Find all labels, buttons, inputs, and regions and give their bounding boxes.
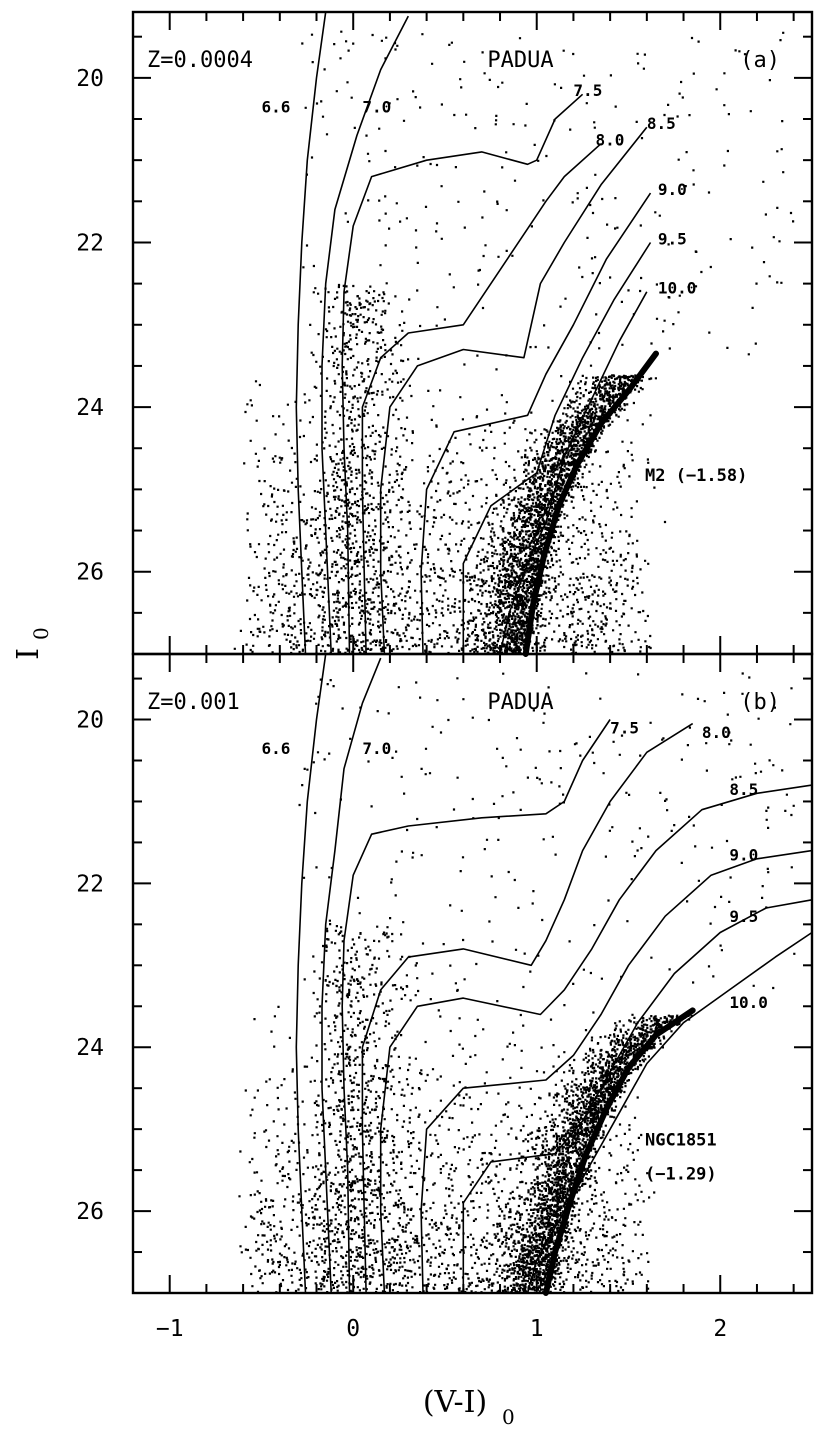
cluster-label-panel-a: M2 (−1.58) [645, 466, 747, 486]
isochrone-label-7-5-panel-a: 7.5 [573, 81, 602, 100]
field-stars-panel-b [238, 672, 796, 1294]
y-tick-label: 22 [76, 871, 104, 897]
field-star-scatter [233, 30, 796, 1294]
y-tick-label: 24 [76, 395, 104, 421]
x-tick-label: −1 [156, 1316, 184, 1342]
isochrone-label-8-0-panel-a: 8.0 [595, 131, 624, 150]
isochrone-label-9-0-panel-b: 9.0 [729, 846, 758, 865]
plot-frames [131, 10, 814, 1295]
panel-label-a: (a) [740, 48, 780, 73]
cluster-label-panel-b: NGC1851 [645, 1131, 717, 1151]
isochrone-6-6-panel-a [295, 11, 327, 655]
y-axis-label: I [11, 648, 46, 660]
metallicity-label-panel-b: Z=0.001 [147, 690, 240, 715]
isochrone-label-6-6-panel-b: 6.6 [261, 739, 290, 758]
axis-ticks [133, 12, 812, 1293]
isochrone-9-0-panel-b [420, 849, 813, 1294]
isochrone-label-8-5-panel-b: 8.5 [729, 780, 758, 799]
y-tick-label: 26 [76, 1199, 104, 1225]
x-tick-label: 0 [346, 1316, 360, 1342]
isochrone-label-9-5-panel-a: 9.5 [658, 229, 687, 248]
isochrone-7-5-panel-a [341, 93, 584, 655]
x-tick-label: 1 [530, 1316, 544, 1342]
isochrone-label-7-5-panel-b: 7.5 [610, 719, 639, 738]
isochrone-label-10-0-panel-b: 10.0 [729, 993, 768, 1012]
isochrone-7-0-panel-a [321, 15, 410, 655]
model-label-panel-a: PADUA [487, 48, 553, 73]
x-axis-label: (V-I) [423, 1385, 487, 1420]
isochrone-9-0-panel-a [420, 192, 652, 655]
x-tick-label: 2 [713, 1316, 727, 1342]
y-tick-label: 26 [76, 560, 104, 586]
isochrone-10-0-panel-b [526, 931, 813, 1294]
isochrone-label-7-0-panel-a: 7.0 [362, 98, 391, 117]
isochrone-7-0-panel-b [321, 657, 382, 1294]
cluster-fiducial-panel-b [542, 1007, 696, 1296]
y-axis-label-subscript: 0 [29, 627, 53, 640]
y-tick-label: 20 [76, 708, 104, 734]
model-label-panel-b: PADUA [487, 690, 553, 715]
isochrone-lines [295, 11, 813, 1296]
isochrone-7-5-panel-b [341, 719, 611, 1294]
isochrone-9-5-panel-a [462, 242, 652, 654]
isochrone-8-5-panel-b [379, 784, 813, 1294]
y-tick-label: 20 [76, 66, 104, 92]
isochrone-label-9-0-panel-a: 9.0 [658, 180, 687, 199]
panel-label-b: (b) [740, 690, 780, 715]
isochrone-label-8-5-panel-a: 8.5 [647, 114, 676, 133]
isochrone-label-6-6-panel-a: 6.6 [261, 98, 290, 117]
isochrone-label-10-0-panel-a: 10.0 [658, 279, 697, 298]
y-tick-label: 22 [76, 230, 104, 256]
isochrone-8-5-panel-a [379, 126, 648, 655]
x-axis-label-subscript: 0 [502, 1405, 515, 1429]
cluster-label-panel-b: (−1.29) [645, 1165, 717, 1185]
isochrone-8-0-panel-b [361, 722, 694, 1294]
cluster-fiducial-panel-a [522, 350, 659, 657]
field-stars-panel-a [233, 30, 795, 655]
isochrone-10-0-panel-a [499, 291, 648, 655]
isochrone-label-8-0-panel-b: 8.0 [702, 723, 731, 742]
isochrone-label-7-0-panel-b: 7.0 [362, 739, 391, 758]
isochrone-8-0-panel-a [361, 143, 602, 655]
isochrone-6-6-panel-b [295, 653, 327, 1294]
frame-panel-b [131, 652, 814, 1295]
y-tick-label: 24 [76, 1035, 104, 1061]
metallicity-label-panel-a: Z=0.0004 [147, 48, 253, 73]
isochrone-9-5-panel-b [462, 899, 813, 1293]
isochrone-label-9-5-panel-b: 9.5 [729, 907, 758, 926]
